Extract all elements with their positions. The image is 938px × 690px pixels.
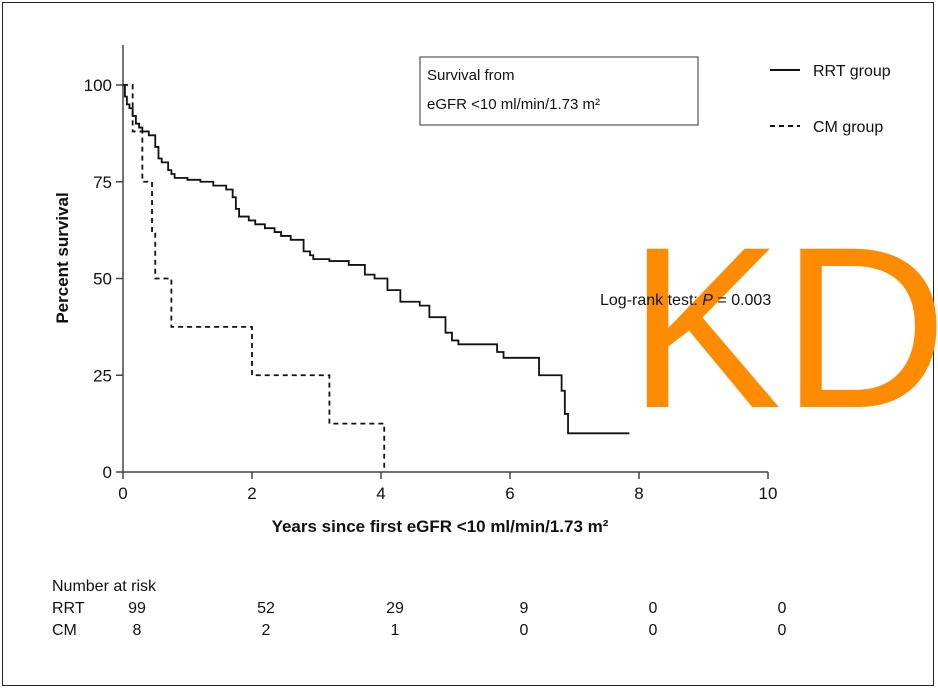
series-line-rrt <box>123 84 630 435</box>
risk-title: Number at risk <box>52 578 157 595</box>
x-tick-label: 0 <box>118 484 127 503</box>
x-tick-label: 8 <box>634 484 643 503</box>
x-tick-label: 2 <box>247 484 256 503</box>
risk-value: 0 <box>778 600 787 617</box>
series-line-cm <box>123 84 386 472</box>
y-tick-label: 100 <box>84 76 112 95</box>
risk-value: 2 <box>262 622 271 639</box>
inset-line-1: Survival from <box>427 67 515 84</box>
risk-value: 0 <box>649 600 658 617</box>
x-tick-label: 6 <box>505 484 514 503</box>
risk-row-label: CM <box>52 622 77 639</box>
risk-value: 29 <box>386 600 404 617</box>
risk-value: 9 <box>520 600 529 617</box>
inset-box <box>419 56 699 126</box>
risk-value: 1 <box>391 622 400 639</box>
inset-line-2: eGFR <10 ml/min/1.73 m² <box>427 96 600 113</box>
x-axis-title: Years since first eGFR <10 ml/min/1.73 m… <box>272 517 609 536</box>
logrank-annotation: Log-rank test: P = 0.003 <box>600 292 771 309</box>
risk-row-label: RRT <box>52 600 85 617</box>
risk-value: 52 <box>257 600 275 617</box>
x-tick-label: 10 <box>759 484 778 503</box>
watermark-logo: KD <box>628 199 938 456</box>
risk-value: 0 <box>649 622 658 639</box>
y-tick-label: 50 <box>93 270 112 289</box>
legend-rrt-label: RRT group <box>813 63 891 80</box>
risk-value: 0 <box>520 622 529 639</box>
y-axis-title: Percent survival <box>53 192 72 323</box>
x-tick-label: 4 <box>376 484 385 503</box>
y-tick-label: 25 <box>93 366 112 385</box>
legend-cm-label: CM group <box>813 119 883 136</box>
risk-value: 8 <box>133 622 142 639</box>
y-tick-label: 75 <box>93 173 112 192</box>
y-tick-label: 0 <box>103 463 112 482</box>
risk-value: 0 <box>778 622 787 639</box>
risk-value: 99 <box>128 600 146 617</box>
